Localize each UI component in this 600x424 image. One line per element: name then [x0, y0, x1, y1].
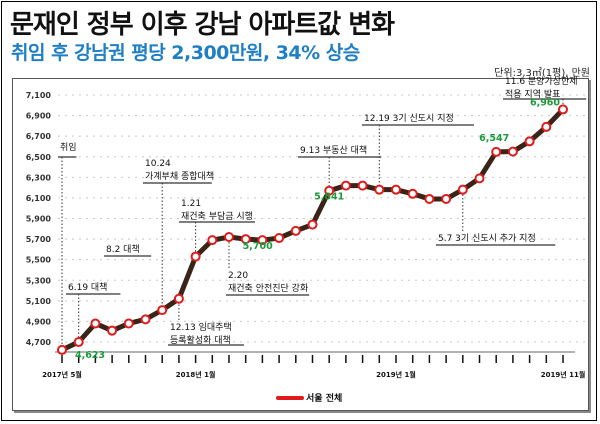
value-label: 4,623: [75, 350, 105, 361]
page-subtitle: 취임 후 강남권 평당 2,300만원, 34% 상승: [11, 42, 360, 64]
y-tick-label: 4,700: [26, 338, 52, 347]
y-tick-label: 4,900: [26, 317, 52, 326]
data-point: [491, 146, 502, 157]
data-point: [274, 233, 285, 244]
y-tick-label: 5,300: [26, 276, 52, 285]
x-tick-label: 2017년 5월: [42, 370, 82, 379]
annotation-text: 재건축 부담금 시행: [181, 210, 253, 222]
data-point: [441, 193, 452, 204]
data-point: [123, 318, 134, 329]
data-point: [407, 188, 418, 199]
data-point: [207, 235, 218, 246]
annotation-text: 10.24: [145, 159, 171, 169]
data-point: [224, 232, 234, 243]
annotation-text: 등록활성화 대책: [170, 334, 231, 346]
data-point: [541, 121, 552, 132]
x-tick-label: 2019년 1월: [376, 370, 416, 379]
data-point: [424, 193, 435, 204]
data-point: [157, 305, 168, 316]
value-label: 6,960: [530, 97, 560, 108]
annotation-text: 12.13 임대주택: [170, 321, 232, 333]
y-tick-label: 7,100: [26, 91, 52, 100]
y-tick-label: 6,500: [26, 153, 52, 162]
data-point: [374, 184, 385, 195]
y-tick-label: 5,900: [26, 215, 52, 224]
data-point: [474, 173, 485, 184]
y-tick-label: 5,100: [26, 297, 52, 306]
unit-label: 단위:3,3㎡(1평), 만원: [494, 68, 590, 79]
data-point: [524, 136, 535, 147]
annotation-text: 9.13 부동산 대책: [300, 144, 367, 156]
y-tick-label: 5,700: [26, 235, 52, 244]
annotation-text: 1.21: [181, 199, 201, 209]
annotation-text: 취임: [60, 141, 77, 153]
data-point: [357, 180, 368, 191]
y-tick-label: 6,700: [26, 132, 52, 141]
y-tick-label: 5,500: [26, 256, 52, 265]
data-point: [173, 293, 184, 304]
data-point: [558, 104, 568, 115]
page-title: 문재인 정부 이후 강남 아파트값 변화: [10, 10, 395, 40]
data-point: [391, 184, 401, 195]
value-label: 5,700: [243, 241, 273, 252]
annotation-text: 5.7 3기 신도시 추가 지정: [438, 233, 536, 244]
data-point: [307, 219, 318, 230]
data-point: [324, 185, 335, 196]
annotation-text: 12.19 3기 신도시 지정: [364, 113, 454, 124]
chart-box: [12, 78, 589, 411]
data-point: [457, 184, 468, 195]
data-point: [57, 344, 67, 355]
annotation-text: 8.2 대책: [106, 243, 140, 255]
legend-label: 서울 전체: [306, 392, 342, 404]
value-label: 6,547: [479, 133, 509, 144]
data-point: [257, 235, 268, 246]
annotation-text: 적용 지역 발표: [505, 88, 560, 100]
x-tick-label: 2019년 11월: [541, 370, 586, 379]
y-tick-label: 6,100: [26, 194, 52, 203]
annotation-text: 재건축 안전진단 강화: [228, 283, 308, 294]
annotation-text: 2.20: [228, 271, 248, 281]
data-point: [240, 234, 251, 245]
data-point: [190, 251, 201, 262]
data-point: [140, 314, 151, 325]
data-point: [107, 325, 118, 336]
data-point: [340, 180, 351, 191]
data-point: [73, 337, 84, 347]
data-point: [90, 318, 101, 329]
value-label: 5,841: [314, 192, 344, 203]
data-point: [290, 225, 301, 236]
data-point: [507, 146, 518, 157]
y-tick-label: 6,900: [26, 112, 52, 121]
annotation-text: 11.6 분양가상한제: [505, 76, 578, 87]
annotation-text: 6.19 대책: [68, 281, 107, 293]
x-tick-label: 2018년 1월: [176, 370, 216, 379]
annotation-text: 가계부채 종합대책: [145, 170, 214, 182]
y-tick-label: 6,300: [26, 173, 52, 182]
